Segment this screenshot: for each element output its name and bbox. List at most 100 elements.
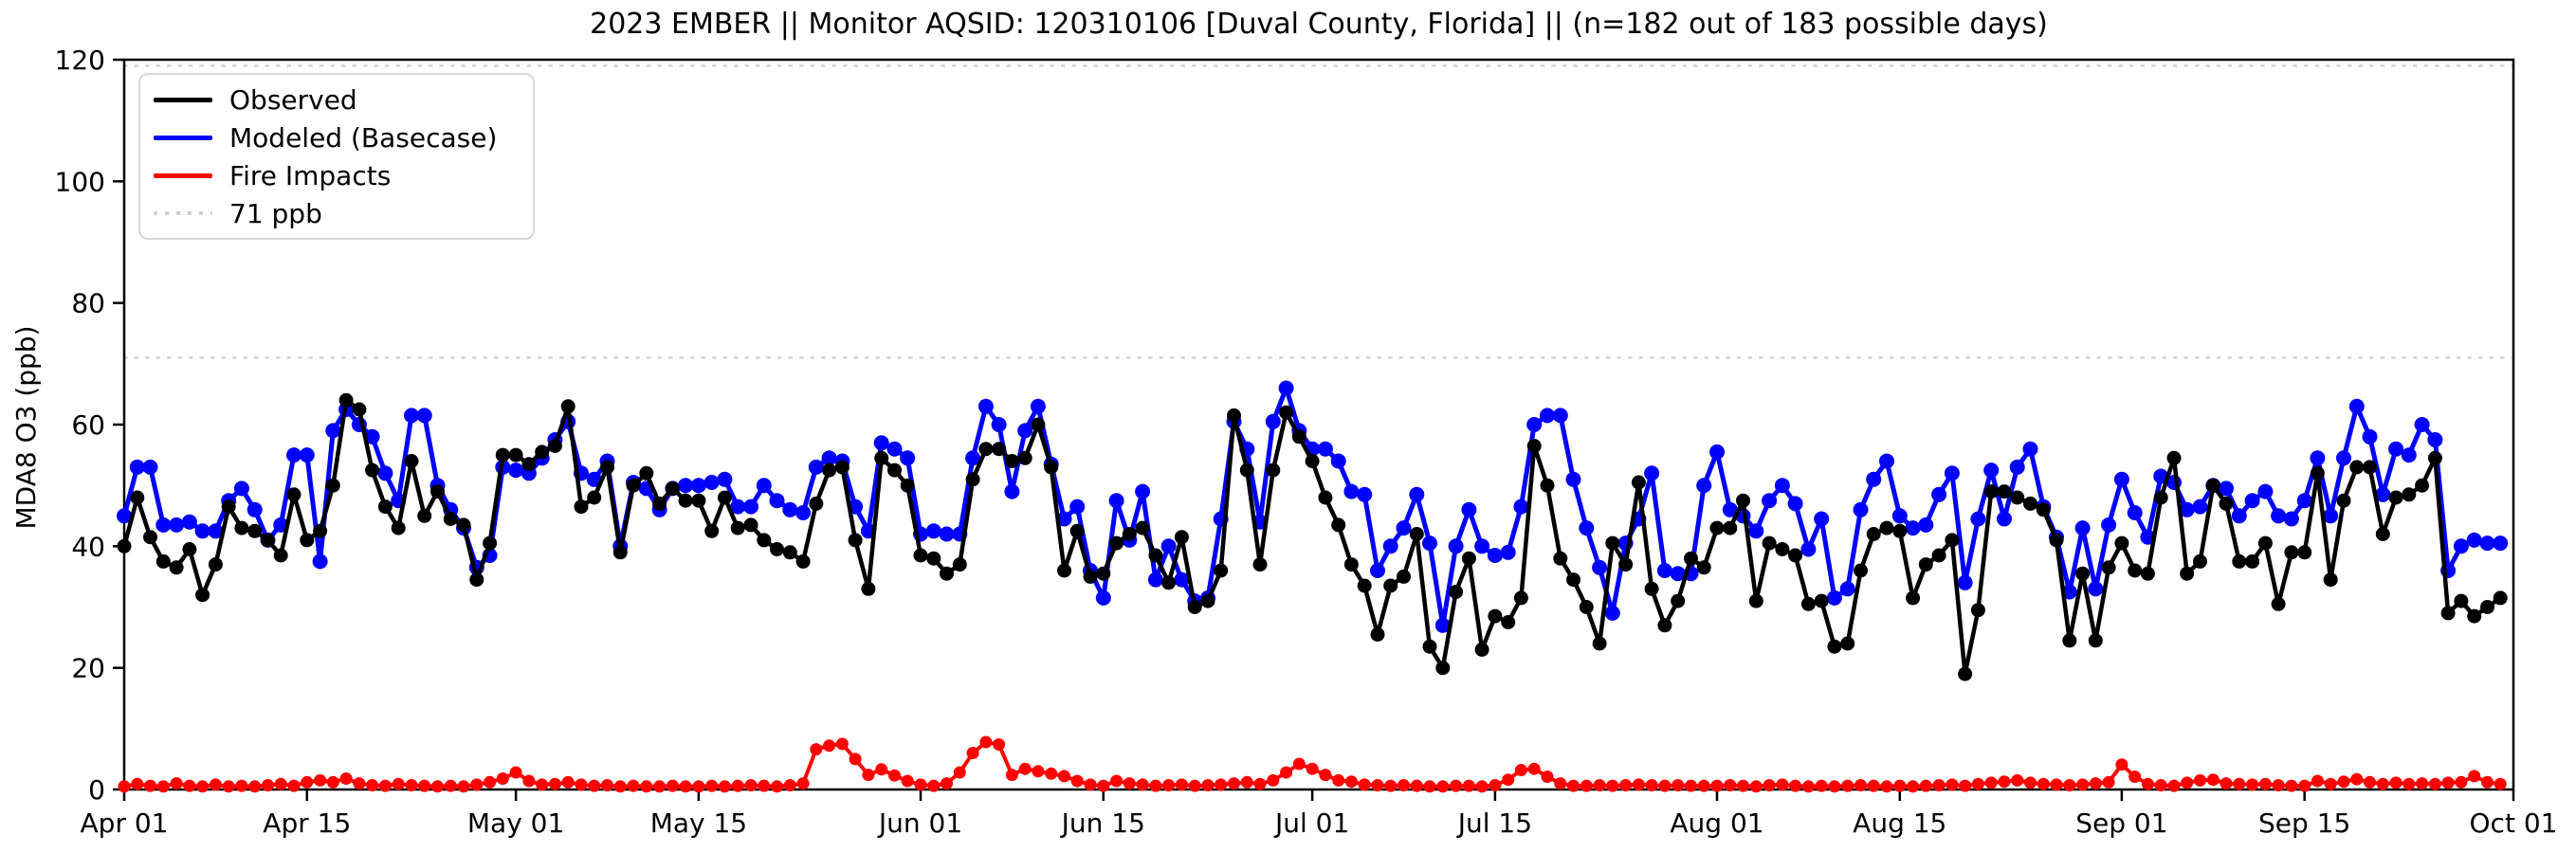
data-point <box>1604 605 1620 621</box>
data-point <box>2101 560 2116 575</box>
data-point <box>1866 471 1882 487</box>
data-point <box>2062 633 2077 648</box>
data-point <box>966 747 979 759</box>
data-point <box>1279 405 1294 420</box>
data-point <box>2088 633 2103 648</box>
data-point <box>353 777 366 790</box>
data-point <box>2102 775 2115 789</box>
data-point <box>443 512 458 526</box>
data-point <box>1892 523 1908 538</box>
data-point <box>156 780 170 793</box>
data-point <box>1814 593 1829 608</box>
data-point <box>391 520 406 535</box>
data-point <box>1879 453 1894 469</box>
data-point <box>1147 572 1163 588</box>
data-point <box>575 778 588 791</box>
data-point <box>1240 775 1253 789</box>
data-point <box>717 471 733 487</box>
data-point <box>2128 771 2142 783</box>
data-point <box>1409 486 1425 502</box>
data-point <box>2440 606 2456 621</box>
data-point <box>1839 581 1855 597</box>
x-tick-label: Jun 01 <box>877 808 962 839</box>
data-point <box>2414 417 2430 432</box>
data-point <box>2467 608 2482 624</box>
data-point <box>1879 520 1894 535</box>
data-point <box>2194 773 2206 787</box>
data-point <box>430 484 445 499</box>
data-point <box>261 533 275 548</box>
data-point <box>1685 779 1697 792</box>
data-point <box>1853 501 1869 517</box>
data-point <box>2074 520 2091 536</box>
data-point <box>2232 554 2247 569</box>
data-point <box>1215 778 1228 791</box>
data-point <box>640 780 653 793</box>
x-tick-label: Aug 15 <box>1853 808 1946 839</box>
data-point <box>144 779 156 792</box>
data-point <box>965 472 980 487</box>
data-point <box>234 520 249 535</box>
data-point <box>1292 757 1306 771</box>
data-point <box>1893 779 1907 792</box>
data-point <box>1435 661 1451 676</box>
data-point <box>2401 447 2417 463</box>
data-point <box>2050 778 2063 791</box>
data-point <box>1983 463 2000 479</box>
data-point <box>2245 554 2260 569</box>
legend-item-modeled: Modeled (Basecase) <box>154 118 533 156</box>
data-point <box>1997 511 2012 527</box>
data-point <box>1174 572 1190 588</box>
data-point <box>925 523 941 539</box>
data-point <box>1541 771 1554 783</box>
observed-line-swatch <box>154 97 212 102</box>
data-point <box>1592 559 1608 575</box>
data-point <box>1670 566 1686 582</box>
y-tick-label: 20 <box>71 653 105 684</box>
data-point <box>1291 429 1306 445</box>
data-point <box>182 542 197 556</box>
data-point <box>1788 548 1803 563</box>
data-point <box>1645 779 1658 791</box>
data-point <box>1343 483 1360 499</box>
data-point <box>1057 563 1071 578</box>
data-point <box>861 581 876 596</box>
data-point <box>627 779 640 792</box>
data-point <box>1317 441 1333 457</box>
data-point <box>2349 460 2365 475</box>
data-point <box>731 779 744 792</box>
data-point <box>1410 779 1423 792</box>
data-point <box>770 542 784 556</box>
data-point <box>1396 520 1412 536</box>
data-point <box>1944 465 1960 481</box>
legend-label: Observed <box>229 83 357 116</box>
data-point <box>1514 764 1527 776</box>
legend-label: 71 ppb <box>229 197 322 229</box>
x-tick-label: Sep 01 <box>2075 808 2167 839</box>
data-point <box>1422 639 1437 654</box>
data-point <box>2454 593 2469 608</box>
data-point <box>1318 490 1333 505</box>
data-point <box>900 478 915 493</box>
data-point <box>1462 779 1475 792</box>
data-point <box>352 402 367 417</box>
data-point <box>1474 538 1490 554</box>
legend-item-fire: Fire Impacts <box>154 156 533 194</box>
data-point <box>823 739 836 753</box>
data-point <box>1398 779 1410 791</box>
data-point <box>927 779 941 792</box>
data-point <box>1724 779 1737 791</box>
data-point <box>2114 535 2129 551</box>
data-point <box>1801 780 1815 793</box>
data-point <box>1265 413 1281 429</box>
data-point <box>1946 778 1959 791</box>
data-point <box>183 779 196 792</box>
data-point <box>1709 520 1725 535</box>
data-point <box>1149 779 1162 792</box>
data-point <box>613 780 627 793</box>
data-point <box>887 463 902 478</box>
data-point <box>900 450 916 466</box>
data-point <box>287 779 301 792</box>
y-tick-label: 120 <box>55 45 105 76</box>
